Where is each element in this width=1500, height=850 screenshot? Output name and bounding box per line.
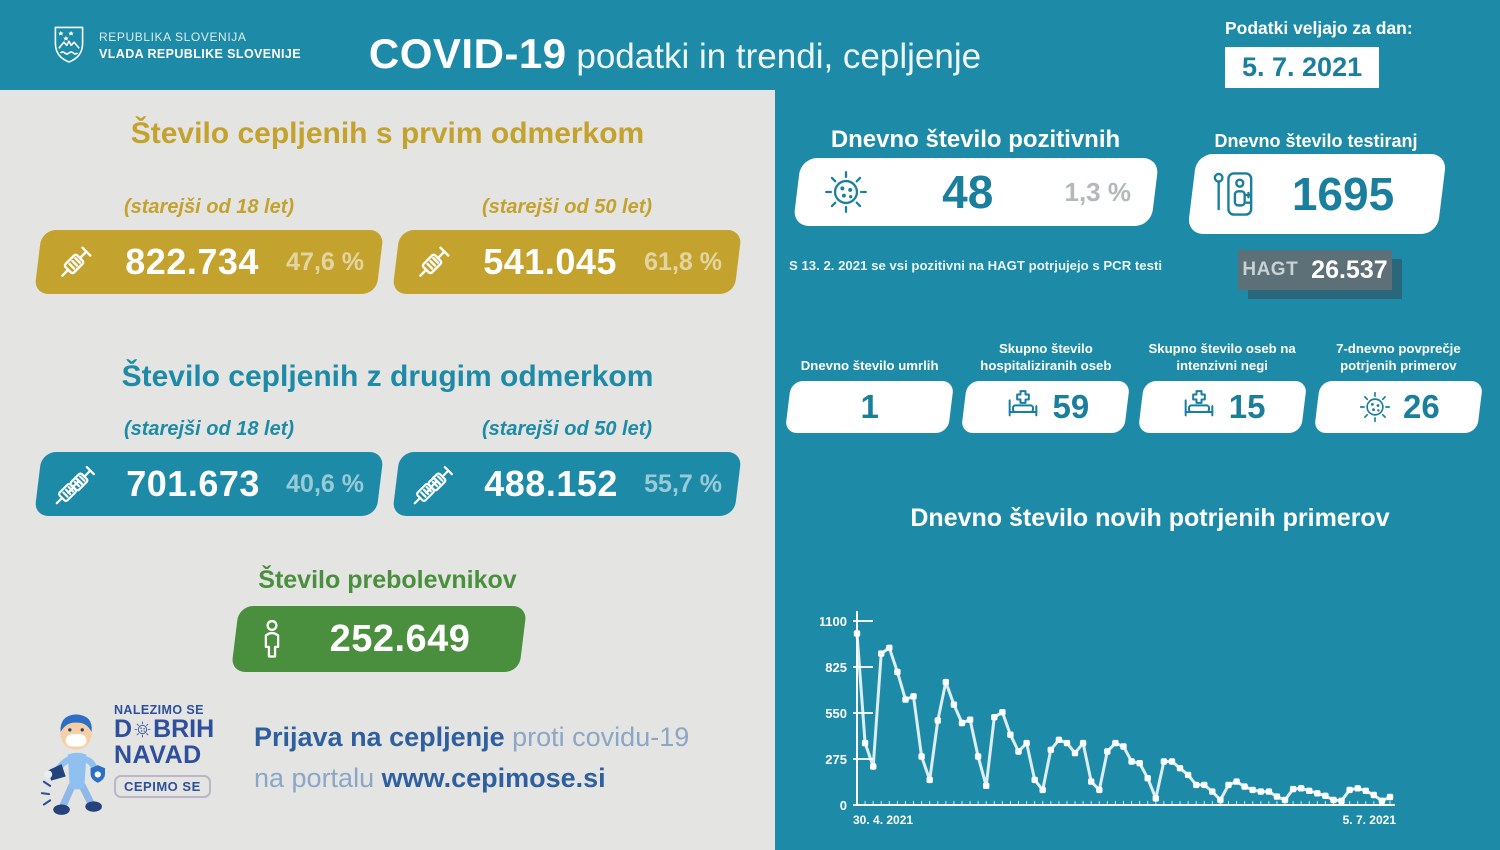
stat-icu-label: Skupno število oseb na intenzivni negi xyxy=(1148,341,1296,373)
svg-text:275: 275 xyxy=(825,752,847,767)
first-dose-title: Število cepljenih s prvim odmerkom xyxy=(130,117,645,150)
stat-7day-average-box: 26 xyxy=(1317,381,1480,433)
daily-positives-value: 48 xyxy=(942,166,994,218)
second-dose-18-value: 701.673 xyxy=(126,463,260,504)
stat-icu-value: 15 xyxy=(1228,388,1266,425)
svg-text:550: 550 xyxy=(825,706,847,721)
daily-positives-percent: 1,3 % xyxy=(1064,176,1132,207)
page-title-rest: podatki in trendi, cepljenje xyxy=(566,37,982,76)
campaign-logo: NALEZIMO SE D BRIH NAVAD CEPIMO SE xyxy=(114,703,232,798)
recovered-value: 252.649 xyxy=(329,617,471,660)
chart-title: Dnevno število novih potrjenih primerov xyxy=(910,504,1390,532)
hospital-bed-icon xyxy=(1008,390,1037,417)
second-dose-50-label: (starejši od 50 let) xyxy=(481,418,653,440)
hagt-label: HAGT xyxy=(1242,259,1299,280)
stat-hospitalized-box: 59 xyxy=(964,381,1127,433)
report-date: Podatki veljajo za dan: 5. 7. 2021 xyxy=(1225,18,1415,88)
first-dose-50-box: 541.045 61,8 % xyxy=(396,230,738,294)
stat-deaths: Dnevno število umrlih 1 xyxy=(788,328,951,433)
test-kit-icon xyxy=(1213,172,1253,216)
first-dose-18-label: (starejši od 18 let) xyxy=(123,196,295,218)
person-icon xyxy=(264,619,280,658)
double-syringe-icon xyxy=(412,465,454,507)
first-dose-18-value: 822.734 xyxy=(125,241,259,282)
hagt-box: HAGT 26.537 xyxy=(1238,250,1392,290)
first-dose-50-label: (starejši od 50 let) xyxy=(481,196,653,218)
coat-of-arms-icon xyxy=(54,26,84,63)
double-syringe-icon xyxy=(54,465,96,507)
second-dose-50-percent: 55,7 % xyxy=(644,469,722,498)
hagt-tests: HAGT 26.537 xyxy=(1238,250,1402,299)
daily-tests-title: Dnevno število testiranj xyxy=(1214,131,1418,151)
mascot-illustration xyxy=(40,714,106,815)
recovered-box: 252.649 xyxy=(235,606,523,672)
svg-text:5. 7. 2021: 5. 7. 2021 xyxy=(1343,813,1397,827)
stat-deaths-box: 1 xyxy=(788,381,951,433)
hagt-value: 26.537 xyxy=(1311,255,1388,284)
stat-7day-average-label: 7-dnevno povprečje potrjenih primerov xyxy=(1336,341,1461,373)
second-dose-18-percent: 40,6 % xyxy=(286,469,364,498)
daily-tests-box: 1695 xyxy=(1192,154,1442,234)
stat-hospitalized-label: Skupno število hospitaliziranih oseb xyxy=(980,341,1112,373)
second-dose-title: Število cepljenih z drugim odmerkom xyxy=(121,360,654,393)
first-dose-18-box: 822.734 47,6 % xyxy=(38,230,380,294)
second-dose-50-box: 488.152 55,7 % xyxy=(396,452,738,516)
pcr-note: S 13. 2. 2021 se vsi pozitivni na HAGT p… xyxy=(788,258,1163,273)
stat-deaths-value: 1 xyxy=(860,388,879,425)
report-date-label: Podatki veljajo za dan: xyxy=(1225,18,1413,38)
cta-light-text: proti covidu-19 xyxy=(504,722,690,752)
daily-positives-box: 48 1,3 % xyxy=(797,158,1155,226)
first-dose-50-value: 541.045 xyxy=(483,241,617,282)
stat-deaths-label: Dnevno število umrlih xyxy=(800,357,939,373)
trend-chart: 0 275 550 825 1100 30. 4. 2021 5. 7. 2021 xyxy=(820,611,1397,827)
svg-text:0: 0 xyxy=(840,798,847,813)
stat-hospitalized-value: 59 xyxy=(1052,388,1090,425)
stat-7day-average-value: 26 xyxy=(1403,388,1440,425)
recovered-title: Število prebolevnikov xyxy=(258,566,517,594)
stat-7day-average: 7-dnevno povprečje potrjenih primerov 26 xyxy=(1317,328,1480,433)
virus-letter-icon xyxy=(134,721,151,738)
campaign-logo-line2: D BRIH xyxy=(114,715,232,743)
second-dose-50-value: 488.152 xyxy=(484,463,618,504)
stat-icu: Skupno število oseb na intenzivni negi 1… xyxy=(1141,328,1304,433)
second-dose-18-box: 701.673 40,6 % xyxy=(38,452,380,516)
campaign-logo-line1: NALEZIMO SE xyxy=(114,703,204,717)
cta-light-text2: na portalu xyxy=(254,762,382,793)
campaign-logo-line2-end: BRIH xyxy=(153,715,215,743)
stat-icu-box: 15 xyxy=(1141,381,1304,433)
svg-text:1100: 1100 xyxy=(820,614,847,629)
svg-text:30. 4. 2021: 30. 4. 2021 xyxy=(853,813,913,827)
virus-icon xyxy=(1359,391,1391,423)
cepimo-se-badge: CEPIMO SE xyxy=(114,775,211,798)
vaccination-campaign: NALEZIMO SE D BRIH NAVAD CEPIMO SE Prija… xyxy=(38,703,689,819)
second-dose-18-label: (starejši od 18 let) xyxy=(123,418,295,440)
campaign-logo-line3: NAVAD xyxy=(114,740,202,769)
campaign-logo-line2-start: D xyxy=(114,715,133,743)
first-dose-50-percent: 61,8 % xyxy=(644,247,722,276)
registration-cta: Prijava na cepljenje proti covidu-19 na … xyxy=(254,703,689,798)
stat-hospitalized: Skupno število hospitaliziranih oseb 59 xyxy=(964,328,1127,433)
government-logo: REPUBLIKA SLOVENIJA VLADA REPUBLIKE SLOV… xyxy=(52,24,301,66)
daily-tests-value: 1695 xyxy=(1291,168,1395,220)
first-dose-18-percent: 47,6 % xyxy=(286,247,364,276)
virus-icon xyxy=(825,171,867,213)
daily-positives-title: Dnevno število pozitivnih xyxy=(830,126,1121,153)
cta-bold-text: Prijava na cepljenje xyxy=(254,722,505,752)
syringe-icon xyxy=(56,246,92,282)
svg-text:825: 825 xyxy=(825,660,847,675)
hospital-bed-icon xyxy=(1184,390,1214,417)
page-title-bold: COVID-19 xyxy=(368,30,567,77)
daily-stats-row: Dnevno število umrlih 1 Skupno število h… xyxy=(788,328,1480,433)
gov-name-line1: REPUBLIKA SLOVENIJA xyxy=(99,29,247,44)
report-date-value: 5. 7. 2021 xyxy=(1225,47,1380,88)
page-title: COVID-19 podatki in trendi, cepljenje xyxy=(255,30,1095,78)
gov-name-line2: VLADA REPUBLIKE SLOVENIJE xyxy=(99,46,301,61)
cepimose-link[interactable]: www.cepimose.si xyxy=(381,762,606,793)
syringe-icon xyxy=(414,246,450,282)
